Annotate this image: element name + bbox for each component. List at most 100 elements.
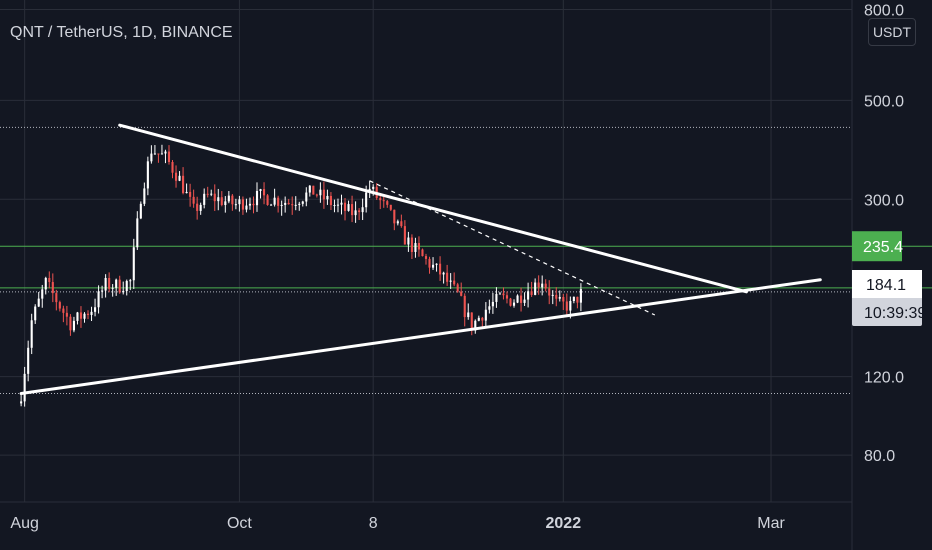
candle: [460, 283, 462, 297]
candle-body: [112, 288, 114, 289]
candle-body: [569, 301, 571, 311]
candle-body: [291, 204, 293, 205]
candle: [340, 195, 342, 215]
candle: [189, 184, 191, 207]
candle-body: [41, 289, 43, 298]
candle: [259, 189, 261, 199]
candle: [108, 272, 110, 292]
candle: [98, 285, 100, 313]
candle-body: [347, 204, 349, 211]
candle-body: [277, 198, 279, 206]
candle: [524, 292, 526, 306]
candle-body: [90, 312, 92, 315]
candle: [80, 306, 82, 328]
candle: [407, 232, 409, 252]
candle-body: [520, 296, 522, 303]
candle-body: [312, 186, 314, 195]
candle-body: [24, 374, 26, 402]
candle: [175, 165, 177, 187]
candle-body: [379, 198, 381, 200]
candle-body: [133, 247, 135, 280]
candle-body: [224, 201, 226, 205]
candle: [129, 279, 131, 290]
chart-title: QNT / TetherUS, 1D, BINANCE: [10, 24, 233, 42]
bar-countdown: 10:39:39: [864, 305, 926, 322]
candle-body: [274, 198, 276, 205]
candle-body: [154, 154, 156, 155]
candle-body: [207, 194, 209, 195]
candle-body: [358, 210, 360, 212]
candle-body: [386, 201, 388, 205]
candle: [302, 201, 304, 207]
candle-body: [418, 243, 420, 249]
candle: [235, 199, 237, 209]
candle-body: [59, 302, 61, 308]
price-tick-label: 120.0: [864, 370, 904, 387]
candle-body: [101, 291, 103, 292]
candle: [534, 278, 536, 295]
candle-body: [203, 194, 205, 205]
candle-body: [256, 191, 258, 205]
candle: [112, 284, 114, 297]
candle-body: [69, 317, 71, 331]
candle-body: [390, 205, 392, 210]
candle-body: [383, 200, 385, 201]
price-tick-label: 80.0: [864, 448, 895, 465]
candle-body: [460, 292, 462, 296]
candle: [147, 157, 149, 196]
candle: [309, 185, 311, 197]
candle: [143, 183, 145, 207]
candle: [443, 272, 445, 284]
candle: [55, 290, 57, 310]
candle-body: [436, 264, 438, 265]
candle-body: [259, 189, 261, 191]
candle-body: [559, 297, 561, 299]
candle-body: [281, 205, 283, 206]
candle: [386, 200, 388, 208]
candle: [238, 196, 240, 212]
candle: [62, 306, 64, 322]
candle-body: [178, 176, 180, 181]
candle: [520, 288, 522, 312]
candle-body: [235, 204, 237, 205]
candle: [87, 310, 89, 319]
candle-body: [446, 273, 448, 282]
candle: [492, 293, 494, 314]
candle-body: [252, 204, 254, 205]
candle: [323, 182, 325, 209]
candle: [136, 211, 138, 250]
candle: [344, 198, 346, 220]
candle-body: [76, 312, 78, 320]
candle-body: [541, 284, 543, 288]
currency-button[interactable]: USDT: [868, 18, 916, 46]
candle-body: [573, 297, 575, 301]
candle: [168, 145, 170, 165]
candle: [333, 200, 335, 213]
candle: [270, 204, 272, 206]
candle-body: [351, 204, 353, 215]
candle: [263, 182, 265, 204]
candle: [362, 199, 364, 220]
candle: [48, 271, 50, 288]
candle-body: [161, 154, 163, 155]
candle-body: [488, 306, 490, 309]
candle-body: [457, 284, 459, 291]
candle: [182, 167, 184, 194]
last-price-value: 184.1: [866, 277, 906, 294]
candle: [119, 276, 121, 294]
candle: [295, 196, 297, 210]
candle: [509, 298, 511, 307]
candle-body: [115, 280, 117, 288]
candle-body: [534, 283, 536, 295]
candle: [559, 290, 561, 301]
candle: [464, 293, 466, 326]
candle: [217, 189, 219, 210]
candle: [562, 294, 564, 310]
candle: [105, 274, 107, 297]
candle-body: [397, 221, 399, 223]
candle-body: [263, 189, 265, 195]
candle: [453, 272, 455, 286]
candle: [126, 280, 128, 296]
